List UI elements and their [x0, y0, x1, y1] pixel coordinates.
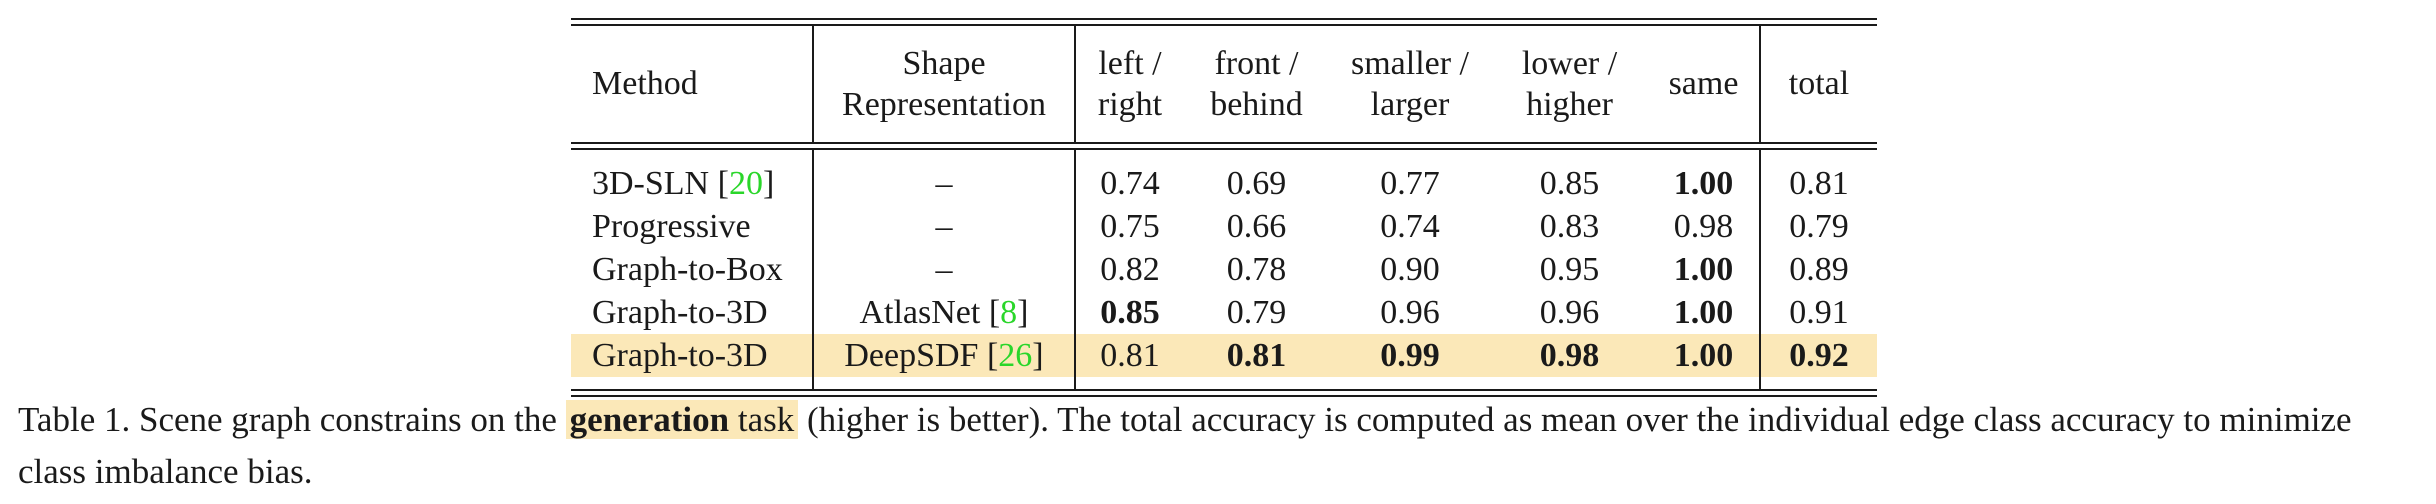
caption-suffix: (higher is better). The total accuracy i…	[18, 400, 2352, 491]
table-row: Graph-to-Box –0.82 0.78 0.90 0.95 1.00 0.89	[571, 248, 1877, 291]
cell-left-right: 0.75	[1074, 205, 1184, 248]
cell-same: 1.00	[1648, 334, 1760, 377]
cell-smaller-larger: 0.74	[1380, 207, 1440, 245]
cell-total: 0.91	[1759, 291, 1877, 334]
cell-lower-higher: 0.98	[1491, 334, 1648, 377]
cell-method: Progressive	[592, 207, 751, 245]
cell-same: 1.00	[1673, 250, 1734, 288]
header-same: same	[1668, 65, 1739, 103]
table-row: Progressive –0.75 0.66 0.74 0.83 0.98 0.79	[571, 205, 1877, 248]
cell-same: 0.98	[1673, 207, 1734, 245]
cell-smaller-larger: 0.96	[1380, 293, 1440, 331]
table-body: 3D-SLN [20] –0.74 0.69 0.77 0.85 1.00 0.81 Prog…	[571, 150, 1877, 389]
cell-total: 0.92	[1759, 334, 1877, 377]
header-rule	[571, 142, 1877, 150]
cell-method: 3D-SLN [20]	[592, 164, 775, 202]
cell-front-behind: 0.69	[1226, 164, 1287, 202]
table-row: 3D-SLN [20] –0.74 0.69 0.77 0.85 1.00 0.81	[571, 162, 1877, 205]
cell-total: 0.81	[1759, 162, 1877, 205]
table-row: Graph-to-3D DeepSDF [26] 0.81 0.81 0.99 0.98 1…	[571, 334, 1877, 377]
cell-left-right: 0.81	[1074, 334, 1184, 377]
cell-same: 1.00	[1673, 293, 1734, 331]
cell-left-right: 0.85	[1074, 291, 1184, 334]
cell-smaller-larger: 0.77	[1380, 164, 1440, 202]
table-caption: Table 1. Scene graph constrains on the g…	[18, 394, 2428, 498]
header-left-right: left / right	[1074, 26, 1184, 142]
caption-prefix: Table 1. Scene graph constrains on the	[18, 400, 566, 439]
cell-total: 0.89	[1759, 248, 1877, 291]
cell-total: 0.79	[1759, 205, 1877, 248]
cell-front-behind: 0.81	[1184, 334, 1329, 377]
cell-left-right: 0.74	[1074, 162, 1184, 205]
cell-method: Graph-to-3D	[592, 293, 768, 331]
header-method: Method	[592, 65, 698, 103]
caption-highlight-bold: generation	[569, 400, 730, 439]
cell-front-behind: 0.78	[1226, 250, 1287, 288]
cell-shape: –	[812, 205, 1075, 248]
cell-shape: –	[812, 162, 1075, 205]
header-smaller-larger: smaller / larger	[1350, 44, 1470, 123]
cell-lower-higher: 0.83	[1539, 207, 1600, 245]
results-table: Method Shape Representation left / right f…	[571, 18, 1877, 397]
header-row: Method Shape Representation left / right f…	[571, 26, 1877, 142]
table-grid: Method Shape Representation left / right f…	[571, 26, 1877, 142]
table-row: Graph-to-3D AtlasNet [8] 0.85 0.79 0.96 0.96 1…	[571, 291, 1877, 334]
cell-method: Graph-to-Box	[592, 250, 783, 288]
cell-method: Graph-to-3D	[571, 334, 813, 377]
top-rule	[571, 18, 1877, 26]
header-total: total	[1759, 26, 1877, 142]
cell-same: 1.00	[1673, 164, 1734, 202]
bottom-rule	[571, 389, 1877, 397]
cell-shape: DeepSDF [26]	[812, 334, 1075, 377]
header-shape: Shape Representation	[812, 26, 1075, 142]
cell-smaller-larger: 0.90	[1380, 250, 1440, 288]
caption-highlight: generation task	[565, 400, 799, 439]
cell-smaller-larger: 0.99	[1329, 334, 1491, 377]
cell-shape: AtlasNet [8]	[812, 291, 1075, 334]
cell-lower-higher: 0.95	[1539, 250, 1600, 288]
header-front-behind: front / behind	[1210, 44, 1303, 123]
cell-shape: –	[812, 248, 1075, 291]
cell-lower-higher: 0.85	[1539, 164, 1600, 202]
cell-front-behind: 0.66	[1226, 207, 1287, 245]
cell-front-behind: 0.79	[1226, 293, 1287, 331]
cell-lower-higher: 0.96	[1539, 293, 1600, 331]
cell-left-right: 0.82	[1074, 248, 1184, 291]
caption-highlight-rest: task	[729, 400, 795, 439]
header-lower-higher: lower / higher	[1521, 44, 1618, 123]
